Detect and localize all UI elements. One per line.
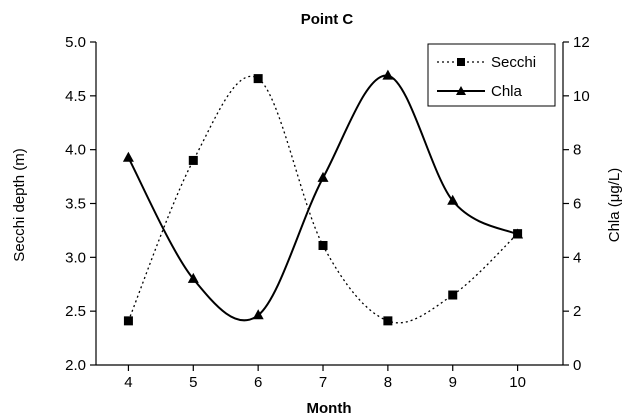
y-tick-left-label: 5.0: [65, 34, 86, 51]
x-tick-label: 10: [509, 374, 526, 391]
series-line-secchi: [127, 75, 519, 324]
series-line-chla: [127, 74, 519, 322]
y-axis-label-left: Secchi depth (m): [11, 148, 28, 261]
data-point-chla: [187, 272, 199, 283]
y-tick-right-label: 8: [573, 142, 581, 159]
y-tick-right-label: 2: [573, 303, 581, 320]
data-point-secchi: [253, 74, 263, 84]
data-point-chla: [382, 69, 394, 80]
y-tick-left-label: 2.0: [65, 357, 86, 374]
data-point-chla: [252, 309, 264, 320]
data-point-chla: [447, 194, 459, 205]
y-tick-left-label: 4.5: [65, 88, 86, 105]
data-point-chla: [317, 171, 329, 182]
x-tick-label: 9: [449, 374, 457, 391]
data-point-chla: [512, 228, 524, 239]
legend-secchi-label: Secchi: [491, 54, 536, 71]
x-tick-label: 8: [384, 374, 392, 391]
y-tick-left-label: 4.0: [65, 142, 86, 159]
series-chla: [122, 69, 524, 322]
y-tick-left-label: 2.5: [65, 303, 86, 320]
y-ticks-right: 0 2 4 6 8 10 12: [563, 34, 590, 374]
chart-title: Point C: [301, 11, 354, 28]
data-point-secchi: [383, 316, 393, 326]
legend: Secchi Chla: [427, 43, 556, 107]
y-tick-left-label: 3.0: [65, 249, 86, 266]
y-tick-right-label: 6: [573, 196, 581, 213]
legend-chla-label: Chla: [491, 83, 523, 100]
x-tick-label: 6: [254, 374, 262, 391]
y-ticks-left: 2.0 2.5 3.0 3.5 4.0 4.5 5.0: [65, 34, 96, 374]
y-tick-right-label: 12: [573, 34, 590, 51]
y-tick-right-label: 0: [573, 357, 581, 374]
data-point-chla: [122, 151, 134, 162]
legend-secchi-marker: [457, 58, 465, 66]
x-tick-label: 4: [124, 374, 132, 391]
y-tick-left-label: 3.5: [65, 196, 86, 213]
data-point-secchi: [188, 155, 198, 165]
y-tick-right-label: 4: [573, 249, 581, 266]
y-axis-label-right: Chla (μg/L): [606, 168, 623, 243]
legend-box: [427, 43, 556, 107]
x-tick-label: 7: [319, 374, 327, 391]
data-point-secchi: [318, 240, 328, 250]
series-layer: [122, 69, 524, 326]
x-axis-label: Month: [307, 400, 352, 417]
x-ticks: 4 5 6 7 8 9 10: [124, 365, 526, 391]
series-secchi: [123, 74, 523, 326]
y-tick-right-label: 10: [573, 88, 590, 105]
data-point-secchi: [448, 290, 458, 300]
x-tick-label: 5: [189, 374, 197, 391]
legend-chla-marker: [456, 86, 466, 95]
data-point-secchi: [123, 316, 133, 326]
